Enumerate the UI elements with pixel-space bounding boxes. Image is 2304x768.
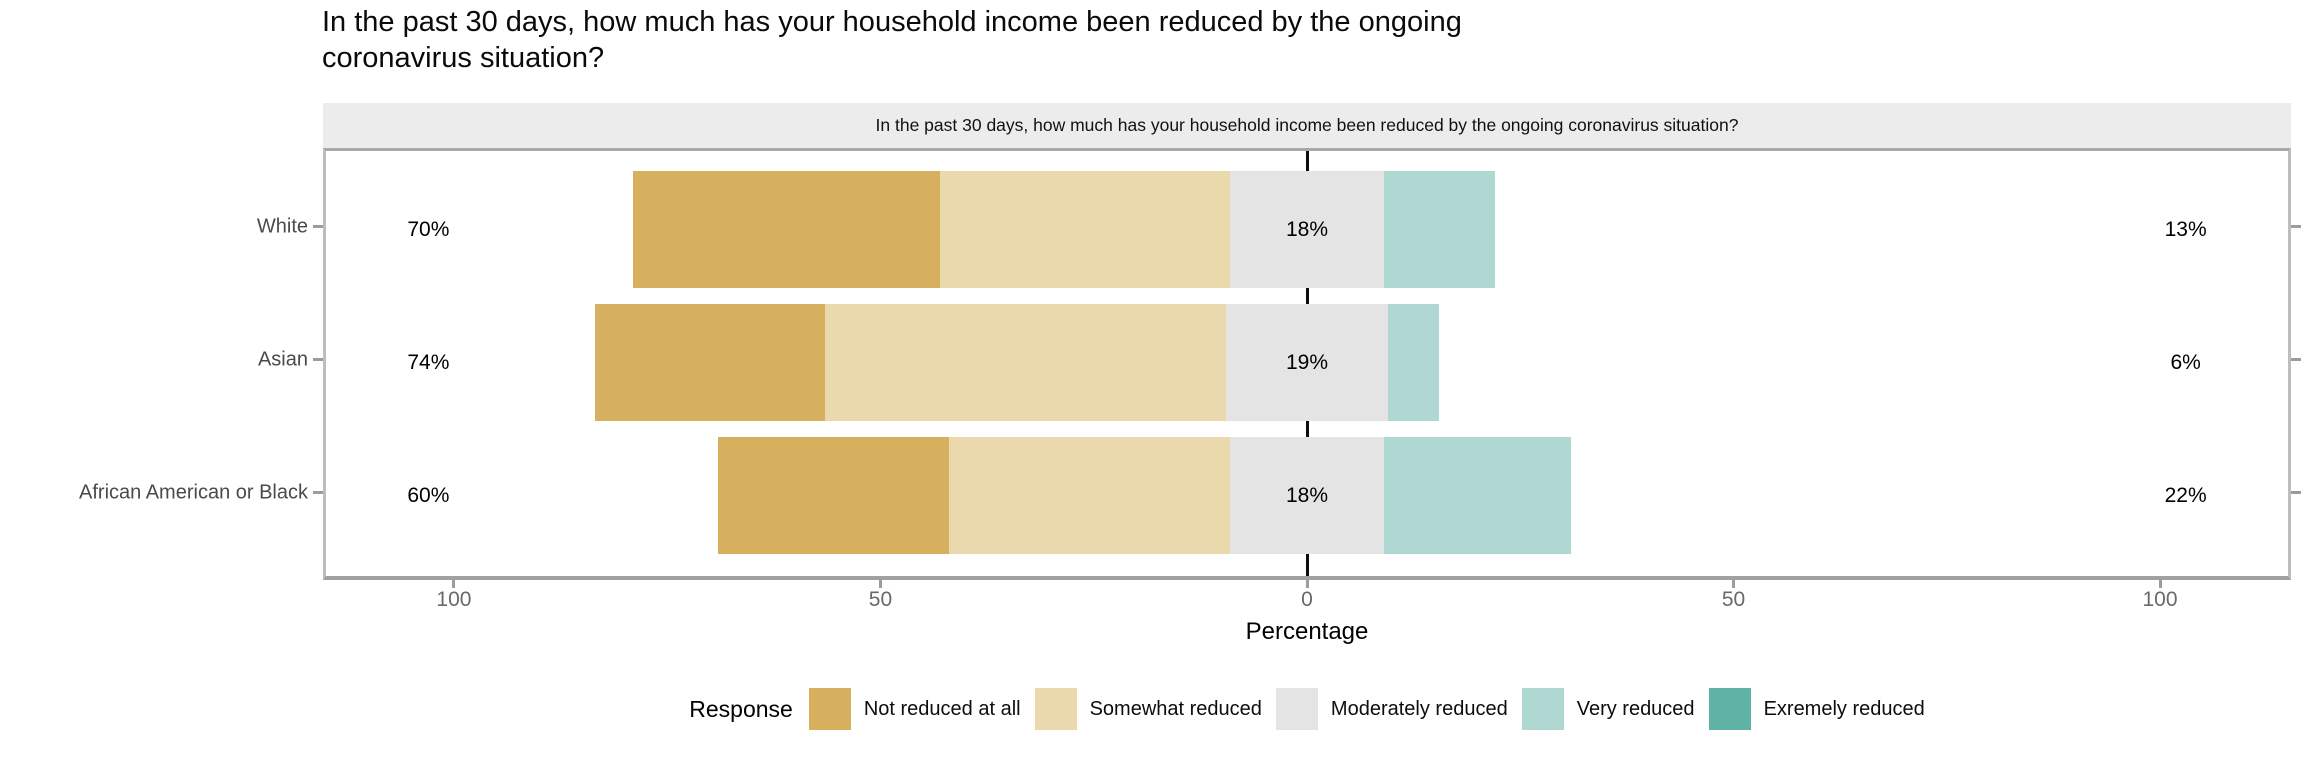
segment-low-total-label: 70% [407,217,450,241]
legend-item-label: Not reduced at all [863,697,1021,720]
y-axis-tick [2291,225,2301,228]
legend: Response Not reduced at all Somewhat redu… [323,685,2291,733]
segment-high-total-label: 22% [2164,483,2207,507]
legend-item: Very reduced [1521,688,1695,730]
segment-low-total-label: 60% [407,483,450,507]
x-axis-tick-label: 50 [868,588,893,611]
segment-low-total-label: 74% [407,350,450,374]
bar-segment [940,171,1231,288]
legend-item: Moderately reduced [1275,688,1508,730]
facet-strip-label: In the past 30 days, how much has your h… [875,115,1739,135]
legend-item-label: Exremely reduced [1763,697,1925,720]
bar-segment [718,437,949,554]
bar-segment [948,437,1231,554]
legend-swatch [1708,688,1751,730]
bar-segment [633,171,941,288]
bar-segment [594,304,826,421]
legend-item: Somewhat reduced [1034,688,1262,730]
segment-mid-label: 18% [1285,217,1329,241]
x-axis-tick-label: 50 [1721,588,1746,611]
segment-mid-label: 19% [1285,350,1329,374]
y-axis-category-label: Asian [257,348,308,370]
bar-segment [825,304,1226,421]
y-axis-tick [313,358,323,361]
legend-item: Exremely reduced [1708,688,1925,730]
bar-segment [1230,171,1384,288]
x-axis-tick-label: 100 [2142,588,2178,611]
bar-segment [1225,304,1389,421]
chart-title: In the past 30 days, how much has your h… [322,6,1462,74]
x-axis-tick [452,580,456,588]
segment-high-total-label: 6% [2170,350,2201,374]
y-axis-category-label: White [256,215,308,237]
segment-high-total-label: 13% [2164,217,2207,241]
plot-panel: 70% 18% 13% 74% 19% 6% 60% 18% 22% [323,148,2291,580]
bar-segment [1383,171,1495,288]
legend-swatch [808,688,851,730]
x-axis-tick-label: 0 [1301,588,1313,611]
legend-title: Response [689,695,793,722]
y-axis-tick [313,491,323,494]
legend-swatch [1521,688,1564,730]
x-axis-tick [1305,580,1309,588]
bar-segment [1388,304,1440,421]
legend-item-label: Somewhat reduced [1089,697,1262,720]
segment-mid-label: 18% [1285,483,1329,507]
legend-item: Not reduced at all [808,688,1021,730]
y-axis-tick [313,225,323,228]
legend-swatch [1034,688,1077,730]
x-axis-tick [878,580,882,588]
y-axis-tick [2291,491,2301,494]
x-axis-tick [2158,580,2162,588]
x-axis-title: Percentage [1245,618,1369,645]
y-axis-tick [2291,358,2301,361]
y-axis-category-label: African American or Black [79,481,308,503]
legend-item-label: Moderately reduced [1330,697,1508,720]
facet-strip: In the past 30 days, how much has your h… [323,103,2291,148]
legend-item-label: Very reduced [1576,697,1695,720]
x-axis-tick [1732,580,1736,588]
bar-segment [1230,437,1384,554]
legend-swatch [1275,688,1318,730]
x-axis-tick-label: 100 [436,588,472,611]
bar-segment [1383,437,1572,554]
